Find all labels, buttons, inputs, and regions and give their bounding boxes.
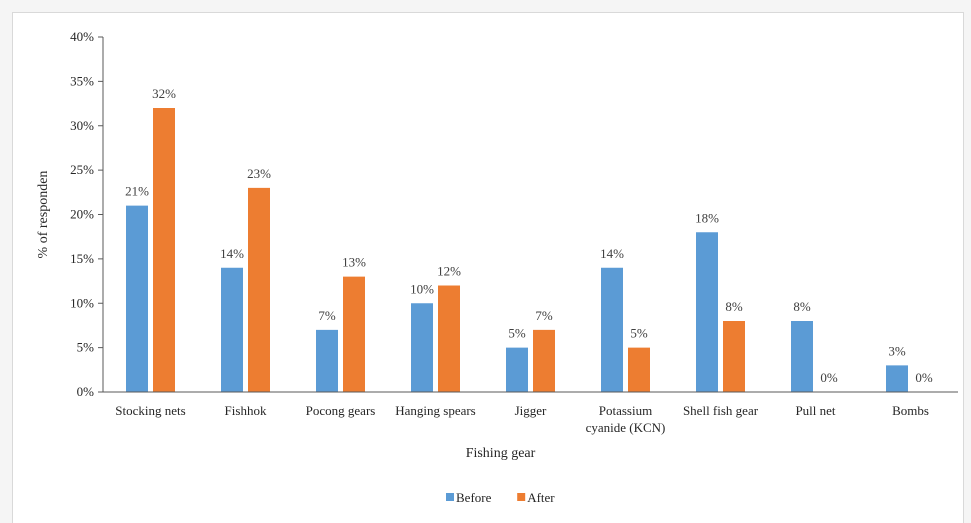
legend: Before After bbox=[446, 490, 555, 505]
data-label-after: 23% bbox=[247, 166, 271, 181]
x-tick-label: Potassium cyanide (KCN) bbox=[586, 403, 666, 435]
data-label-after: 5% bbox=[630, 326, 648, 341]
y-axis-ticks: 0% 5% 10% 15% 20% 25% 30% 35% 40% bbox=[70, 29, 103, 399]
x-tick-label-line: Bombs bbox=[892, 403, 929, 418]
bar-before bbox=[221, 267, 243, 392]
x-tick-label: Jigger bbox=[515, 403, 547, 418]
bar-after bbox=[533, 329, 555, 392]
data-label-after: 7% bbox=[535, 308, 553, 323]
data-label-before: 8% bbox=[793, 299, 811, 314]
y-tick-label: 30% bbox=[70, 118, 94, 133]
y-tick-label: 40% bbox=[70, 29, 94, 44]
bar-after bbox=[438, 285, 460, 392]
bar-before bbox=[126, 205, 148, 392]
x-tick-label-line: Potassium bbox=[599, 403, 652, 418]
data-label-after: 0% bbox=[820, 370, 838, 385]
y-tick-label: 5% bbox=[77, 340, 95, 355]
x-tick-label: Shell fish gear bbox=[683, 403, 759, 418]
x-tick-label: Pull net bbox=[795, 403, 835, 418]
data-labels: 21% 32% 14% 23% 7% 13% 10%12% 5% 7% 14% 5% 18% 8% 8% 0… bbox=[125, 86, 933, 385]
x-tick-label: Pocong gears bbox=[306, 403, 376, 418]
x-tick-label-line: Stocking nets bbox=[115, 403, 185, 418]
bar-after bbox=[343, 276, 365, 392]
data-label-before: 3% bbox=[888, 343, 906, 358]
x-tick-label-line: Jigger bbox=[515, 403, 547, 418]
bar-before bbox=[601, 267, 623, 392]
data-label-after: 0% bbox=[915, 370, 933, 385]
bar-after bbox=[248, 187, 270, 392]
y-tick-label: 15% bbox=[70, 251, 94, 266]
data-label-after: 12% bbox=[437, 264, 461, 279]
x-tick-label-line: Shell fish gear bbox=[683, 403, 759, 418]
x-tick-label-line: Hanging spears bbox=[395, 403, 476, 418]
y-tick-label: 20% bbox=[70, 207, 94, 222]
y-tick-label: 10% bbox=[70, 295, 94, 310]
x-axis-title: Fishing gear bbox=[466, 446, 536, 461]
data-label-after: 8% bbox=[725, 299, 743, 314]
bar-after bbox=[628, 347, 650, 392]
data-label-after: 13% bbox=[342, 255, 366, 270]
y-tick-label: 25% bbox=[70, 162, 94, 177]
data-label-before: 14% bbox=[600, 246, 624, 261]
x-tick-label-line: Pull net bbox=[795, 403, 835, 418]
bar-before bbox=[506, 347, 528, 392]
y-tick-label: 0% bbox=[77, 384, 95, 399]
bar-before bbox=[411, 303, 433, 392]
bar-after bbox=[723, 321, 745, 392]
data-label-before: 14% bbox=[220, 246, 244, 261]
x-tick-label-line: Fishhok bbox=[225, 403, 267, 418]
bar-before bbox=[791, 321, 813, 392]
x-tick-label-line: cyanide (KCN) bbox=[586, 420, 666, 435]
y-axis-title: % of responden bbox=[36, 171, 51, 259]
legend-label-after: After bbox=[527, 490, 555, 505]
legend-swatch-before bbox=[446, 493, 454, 501]
bar-before bbox=[886, 365, 908, 392]
bar-before bbox=[316, 329, 338, 392]
bar-after bbox=[153, 108, 175, 392]
y-tick-label: 35% bbox=[70, 73, 94, 88]
bar-before bbox=[696, 232, 718, 392]
x-tick-label: Hanging spears bbox=[395, 403, 476, 418]
legend-swatch-after bbox=[517, 493, 526, 501]
data-label-before: 10% bbox=[410, 281, 434, 296]
x-tick-label: Fishhok bbox=[225, 403, 267, 418]
data-label-before: 5% bbox=[508, 326, 526, 341]
x-tick-label-line: Pocong gears bbox=[306, 403, 376, 418]
x-tick-label: Bombs bbox=[892, 403, 929, 418]
data-label-before: 7% bbox=[318, 308, 336, 323]
data-label-after: 32% bbox=[152, 86, 176, 101]
data-label-before: 21% bbox=[125, 184, 149, 199]
legend-label-before: Before bbox=[456, 490, 492, 505]
x-tick-label: Stocking nets bbox=[115, 403, 185, 418]
x-axis-ticks: Stocking nets Fishhok Pocong gears Hanging … bbox=[115, 403, 929, 435]
data-label-before: 18% bbox=[695, 210, 719, 225]
bars bbox=[126, 108, 908, 392]
